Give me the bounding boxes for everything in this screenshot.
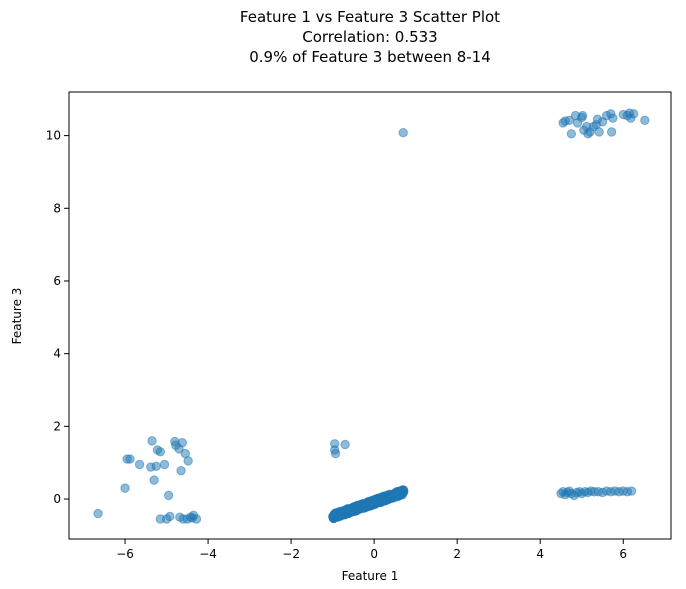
y-tick-label: 4 (53, 347, 61, 361)
scatter-point (93, 508, 103, 519)
scatter-point (120, 483, 130, 493)
scatter-point (330, 448, 341, 459)
x-tick-label: 6 (619, 547, 627, 561)
x-tick-label: −6 (116, 547, 134, 561)
y-tick-label: 6 (53, 274, 61, 288)
y-axis-ticks: 0 2 4 6 8 10 (46, 129, 69, 506)
scatter-point (375, 496, 386, 506)
scatter-point (163, 490, 174, 501)
chart-title: Feature 1 vs Feature 3 Scatter Plot Corre… (240, 8, 500, 66)
chart-title-line: Feature 1 vs Feature 3 Scatter Plot (240, 8, 500, 26)
scatter-point (177, 438, 188, 448)
y-axis-label: Feature 3 (10, 288, 24, 345)
scatter-point (608, 113, 618, 123)
x-tick-label: 0 (370, 547, 378, 561)
scatter-point (155, 447, 166, 457)
y-tick-label: 10 (46, 129, 61, 143)
scatter-point (134, 459, 145, 470)
scatter-point (606, 127, 617, 137)
scatter-point (340, 439, 350, 450)
plot-frame (68, 91, 672, 540)
scatter-point (392, 489, 402, 499)
y-tick-label: 2 (53, 419, 61, 433)
y-tick-label: 8 (53, 201, 61, 215)
x-tick-label: −2 (282, 547, 300, 561)
scatter-point (125, 454, 135, 464)
scatter-point (566, 129, 577, 139)
x-axis-ticks: −6 −4 −2 0 2 4 6 (116, 539, 627, 561)
scatter-point (340, 505, 351, 515)
scatter-point (626, 486, 637, 496)
x-tick-label: −4 (199, 547, 217, 561)
scatter-point (165, 511, 175, 522)
scatter-point (187, 513, 198, 523)
scatter-point (176, 465, 186, 476)
scatter-point (149, 475, 159, 485)
scatter-point (159, 459, 170, 470)
scatter-points (93, 108, 650, 524)
scatter-point (564, 115, 574, 126)
scatter-point (628, 109, 639, 119)
scatter-point (147, 436, 157, 446)
scatter-point (360, 499, 370, 510)
x-tick-label: 2 (453, 547, 461, 561)
x-tick-label: 4 (536, 547, 544, 561)
scatter-point (183, 456, 193, 466)
chart-title-line: Correlation: 0.533 (302, 28, 437, 46)
x-axis-label: Feature 1 (342, 569, 399, 583)
scatter-point (398, 128, 408, 138)
scatter-point (151, 461, 161, 472)
chart-title-line: 0.9% of Feature 3 between 8-14 (249, 48, 491, 66)
scatter-point (594, 127, 604, 137)
y-tick-label: 0 (53, 492, 61, 506)
scatter-point (640, 115, 650, 126)
scatter-point (577, 110, 588, 121)
